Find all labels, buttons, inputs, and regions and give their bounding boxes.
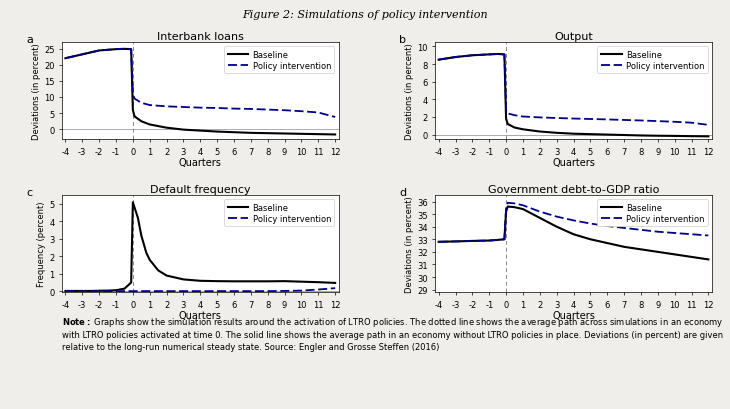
X-axis label: Quarters: Quarters: [179, 157, 222, 168]
Title: Default frequency: Default frequency: [150, 185, 250, 195]
Text: b: b: [399, 35, 407, 45]
Text: Figure 2: Simulations of policy intervention: Figure 2: Simulations of policy interven…: [242, 10, 488, 20]
X-axis label: Quarters: Quarters: [179, 310, 222, 320]
Legend: Baseline, Policy intervention: Baseline, Policy intervention: [597, 200, 707, 227]
X-axis label: Quarters: Quarters: [552, 310, 595, 320]
Y-axis label: Frequency (percent): Frequency (percent): [37, 202, 46, 287]
Text: d: d: [399, 188, 407, 198]
X-axis label: Quarters: Quarters: [552, 157, 595, 168]
Text: c: c: [26, 188, 32, 198]
Title: Interbank loans: Interbank loans: [157, 32, 244, 42]
Y-axis label: Deviations (in percent): Deviations (in percent): [405, 196, 414, 292]
Legend: Baseline, Policy intervention: Baseline, Policy intervention: [224, 47, 334, 74]
Y-axis label: Deviations (in percent): Deviations (in percent): [405, 43, 415, 139]
Y-axis label: Deviations (in percent): Deviations (in percent): [32, 43, 41, 139]
Legend: Baseline, Policy intervention: Baseline, Policy intervention: [597, 47, 707, 74]
Title: Government debt-to-GDP ratio: Government debt-to-GDP ratio: [488, 185, 659, 195]
Text: $\mathbf{Note:}$ Graphs show the simulation results around the activation of LTR: $\mathbf{Note:}$ Graphs show the simulat…: [62, 315, 723, 351]
Text: a: a: [26, 35, 33, 45]
Legend: Baseline, Policy intervention: Baseline, Policy intervention: [224, 200, 334, 227]
Title: Output: Output: [554, 32, 593, 42]
